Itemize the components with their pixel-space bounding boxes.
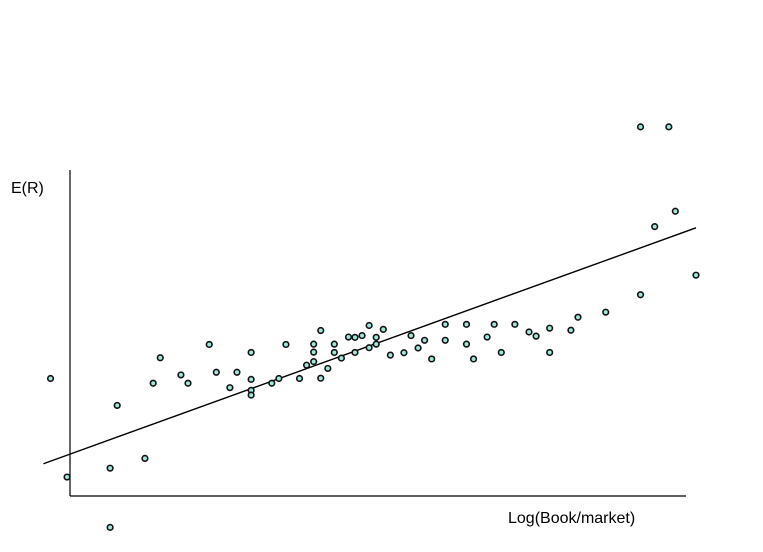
data-point xyxy=(462,320,471,328)
data-point xyxy=(317,374,325,382)
data-point xyxy=(141,454,149,463)
data-point xyxy=(268,379,276,387)
data-point xyxy=(483,333,491,341)
data-point xyxy=(379,325,387,333)
data-point xyxy=(546,348,554,357)
data-point xyxy=(63,473,71,481)
data-point xyxy=(546,324,554,332)
x-axis-label: Log(Book/market) xyxy=(508,510,635,527)
data-point xyxy=(358,331,366,340)
data-point xyxy=(692,271,700,279)
data-point xyxy=(149,379,157,387)
data-point xyxy=(420,336,429,344)
data-point xyxy=(469,355,478,363)
data-point xyxy=(226,384,234,392)
data-point xyxy=(441,336,449,344)
data-point xyxy=(636,123,645,131)
data-point xyxy=(414,344,422,352)
data-point xyxy=(651,223,659,231)
data-point xyxy=(330,348,338,357)
data-points xyxy=(46,123,700,531)
data-point xyxy=(247,391,255,399)
data-point xyxy=(525,328,533,336)
data-point xyxy=(247,348,255,357)
data-point xyxy=(567,326,575,334)
data-point xyxy=(106,464,114,472)
data-point xyxy=(441,320,449,328)
data-point xyxy=(310,358,318,366)
data-point xyxy=(113,401,121,410)
data-point xyxy=(497,348,505,357)
data-point xyxy=(351,348,359,357)
data-point xyxy=(372,340,380,348)
data-point xyxy=(365,344,373,352)
data-point xyxy=(511,320,519,328)
data-point xyxy=(46,374,55,383)
data-point xyxy=(205,340,213,349)
data-point xyxy=(574,313,582,321)
data-point xyxy=(532,332,540,340)
data-point xyxy=(407,331,415,340)
data-point xyxy=(636,291,645,299)
data-point xyxy=(462,340,471,348)
data-point xyxy=(310,340,318,348)
data-point xyxy=(282,340,290,349)
data-point xyxy=(233,368,241,376)
data-point xyxy=(351,333,359,341)
data-point xyxy=(302,361,311,369)
data-point xyxy=(310,348,318,356)
data-point xyxy=(400,349,408,357)
data-point xyxy=(275,374,283,383)
data-point xyxy=(177,371,185,379)
data-point xyxy=(106,523,114,531)
data-point xyxy=(428,355,436,363)
data-point xyxy=(324,364,332,373)
data-point xyxy=(317,326,325,335)
data-point xyxy=(184,379,192,387)
data-point xyxy=(295,374,304,383)
data-point xyxy=(344,333,353,341)
data-point xyxy=(372,333,380,341)
data-point xyxy=(212,368,220,376)
data-point xyxy=(665,123,673,131)
data-point xyxy=(247,375,255,383)
data-point xyxy=(365,321,373,330)
data-point xyxy=(156,354,164,362)
data-point xyxy=(602,308,610,316)
data-point xyxy=(671,207,679,215)
data-point xyxy=(490,320,498,328)
data-point xyxy=(330,340,338,348)
y-axis-label: E(R) xyxy=(11,180,44,197)
data-point xyxy=(386,351,394,359)
data-point xyxy=(337,354,346,362)
